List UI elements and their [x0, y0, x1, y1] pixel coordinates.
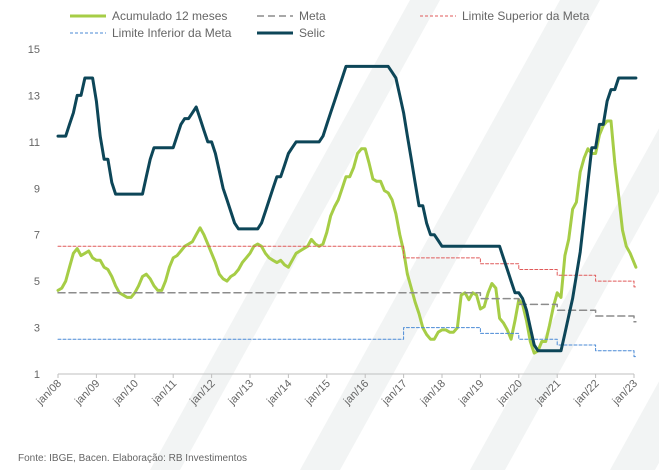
legend-label: Limite Superior da Meta — [462, 9, 590, 23]
background-band — [470, 128, 659, 470]
series-line-meta — [57, 292, 637, 323]
legend-label: Acumulado 12 meses — [112, 9, 227, 23]
x-tick-label: jan/14 — [264, 378, 294, 408]
background-bands — [150, 0, 659, 470]
y-tick-label: 1 — [34, 369, 40, 381]
x-tick-label: jan/15 — [303, 378, 333, 408]
series-line-selic — [56, 64, 638, 353]
y-tick-label: 7 — [34, 230, 40, 242]
x-tick-label: jan/08 — [34, 378, 64, 408]
x-tick-label: jan/13 — [226, 378, 256, 408]
legend: Acumulado 12 meses Meta Limite Superior da… — [70, 9, 590, 40]
background-band — [150, 0, 440, 470]
plot-area — [56, 64, 638, 358]
x-tick-label: jan/22 — [571, 378, 601, 408]
x-tick-label: jan/18 — [418, 378, 448, 408]
y-tick-label: 9 — [34, 183, 40, 195]
y-tick-label: 13 — [28, 90, 40, 102]
x-tick-label: jan/19 — [456, 378, 486, 408]
x-tick-label: jan/10 — [111, 378, 141, 408]
background-band — [610, 381, 659, 470]
series-line-acumulado-12-meses — [56, 119, 638, 355]
source-note: Fonte: IBGE, Bacen. Elaboração: RB Inves… — [18, 453, 247, 464]
y-tick-label: 5 — [34, 276, 40, 288]
x-tick-label: jan/11 — [150, 378, 180, 408]
y-tick-label: 3 — [34, 323, 40, 335]
legend-label: Meta — [299, 9, 326, 23]
series-line-limite-superior-da-meta — [57, 245, 637, 288]
x-tick-label: jan/23 — [610, 378, 640, 408]
x-tick-label: jan/09 — [72, 378, 102, 408]
y-tick-label: 11 — [29, 137, 40, 149]
series-line-limite-inferior-da-meta — [57, 327, 637, 358]
y-tick-label: 15 — [28, 44, 40, 56]
background-band — [300, 0, 600, 470]
legend-label: Limite Inferior da Meta — [112, 26, 232, 40]
legend-label: Selic — [299, 26, 325, 40]
